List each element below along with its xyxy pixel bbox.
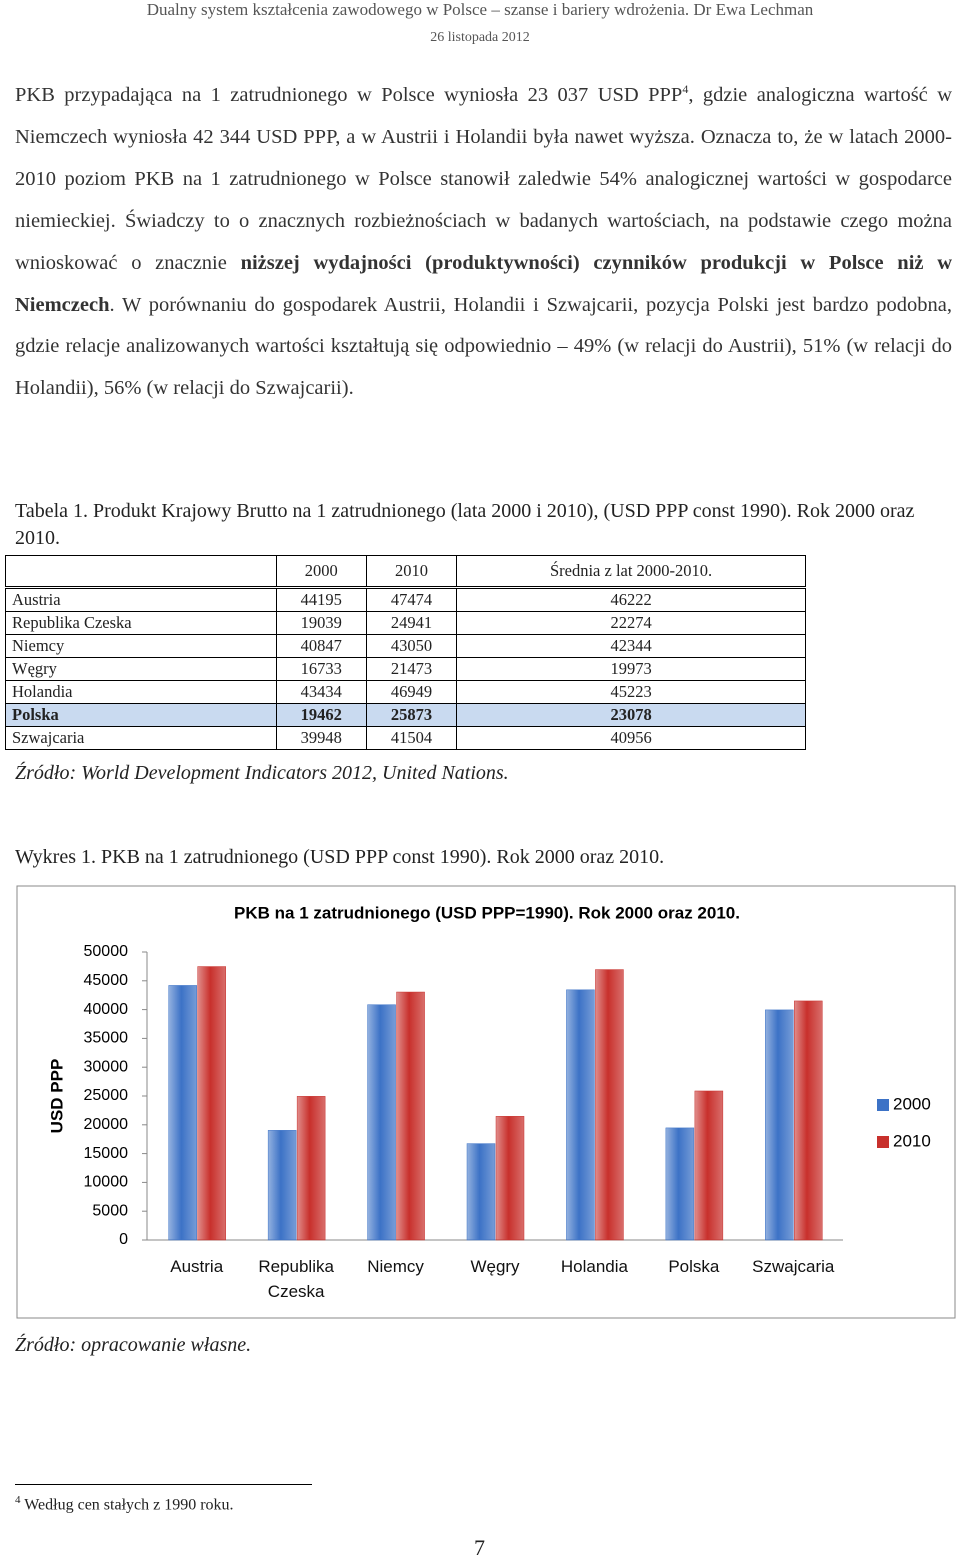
y-tick-label: 40000 bbox=[84, 1001, 129, 1018]
bar bbox=[267, 1130, 297, 1241]
table-header-cell: 2010 bbox=[365, 555, 458, 589]
y-tick-label: 15000 bbox=[84, 1145, 129, 1162]
legend-label: 2010 bbox=[893, 1131, 931, 1150]
x-tick-label: Szwajcaria bbox=[752, 1257, 835, 1276]
figure-source: Źródło: opracowanie własne. bbox=[15, 1334, 252, 1356]
bar bbox=[466, 1143, 496, 1241]
bar bbox=[595, 969, 624, 1241]
bar bbox=[794, 1000, 823, 1241]
table-cell: 24941 bbox=[365, 611, 458, 635]
y-tick-label: 20000 bbox=[84, 1116, 129, 1133]
table-cell: 40847 bbox=[275, 634, 367, 658]
text-run: . W porównaniu do gospodarek Austrii, Ho… bbox=[15, 293, 952, 400]
row-label: Szwajcaria bbox=[5, 726, 277, 750]
paragraph: PKB przypadająca na 1 zatrudnionego w Po… bbox=[15, 75, 952, 410]
table-row: Holandia 43434 46949 45223 bbox=[5, 680, 806, 704]
table-header-cell bbox=[5, 555, 277, 589]
text-run: niższej wydajności (produktywności) czyn… bbox=[15, 251, 953, 316]
bar bbox=[396, 991, 425, 1241]
footnote: 4 Według cen stałych z 1990 roku. bbox=[15, 1494, 234, 1514]
legend-swatch bbox=[877, 1099, 889, 1111]
footnote-text: Według cen stałych z 1990 roku. bbox=[24, 1496, 234, 1514]
bar bbox=[367, 1004, 396, 1241]
y-tick-label: 10000 bbox=[84, 1174, 129, 1191]
row-label: Węgry bbox=[5, 657, 277, 681]
bar bbox=[665, 1127, 695, 1241]
y-tick-label: 35000 bbox=[84, 1030, 129, 1047]
x-tick-label: Niemcy bbox=[367, 1257, 424, 1276]
chart-title: PKB na 1 zatrudnionego (USD PPP=1990). R… bbox=[234, 903, 740, 922]
x-tick-label: Austria bbox=[170, 1257, 224, 1276]
row-label: Austria bbox=[5, 587, 277, 612]
legend-label: 2000 bbox=[893, 1094, 931, 1113]
bar bbox=[296, 1096, 326, 1241]
table-cell: 46222 bbox=[456, 587, 806, 612]
legend-swatch bbox=[877, 1136, 889, 1148]
table-cell: 46949 bbox=[365, 680, 458, 704]
footnote-rule bbox=[15, 1484, 312, 1485]
table-row: Niemcy 40847 43050 42344 bbox=[5, 634, 806, 658]
table-header-cell: 2000 bbox=[275, 555, 367, 589]
bar bbox=[694, 1090, 724, 1241]
bar bbox=[566, 989, 595, 1241]
row-label: Polska bbox=[5, 703, 277, 727]
y-axis-label: USD PPP bbox=[47, 1059, 66, 1134]
y-tick-label: 30000 bbox=[84, 1058, 129, 1075]
text-run: PKB przypadająca na 1 zatrudnionego w Po… bbox=[15, 84, 683, 106]
bar bbox=[495, 1116, 525, 1241]
chart: PKB na 1 zatrudnionego (USD PPP=1990). R… bbox=[16, 885, 956, 1319]
x-tick-label: Polska bbox=[668, 1257, 720, 1276]
y-tick-label: 45000 bbox=[84, 972, 129, 989]
table-cell: 23078 bbox=[456, 703, 806, 727]
row-label: Holandia bbox=[5, 680, 277, 704]
y-tick-label: 50000 bbox=[84, 943, 129, 960]
header-title: Dualny system kształcenia zawodowego w P… bbox=[146, 0, 814, 19]
page-number: 7 bbox=[474, 1535, 485, 1559]
y-tick-label: 0 bbox=[119, 1231, 128, 1248]
x-tick-label: Holandia bbox=[560, 1257, 628, 1276]
table-row: Szwajcaria 39948 41504 40956 bbox=[5, 726, 806, 750]
footnote-mark: 4 bbox=[15, 1494, 21, 1506]
bar bbox=[168, 985, 197, 1241]
figure-caption: Wykres 1. PKB na 1 zatrudnionego (USD PP… bbox=[15, 846, 665, 868]
bar bbox=[765, 1009, 794, 1241]
bar bbox=[197, 966, 226, 1241]
y-tick-label: 5000 bbox=[92, 1202, 128, 1219]
table-cell: 43434 bbox=[275, 680, 367, 704]
table-header-cell: Średnia z lat 2000-2010. bbox=[456, 555, 806, 589]
table-source: Źródło: World Development Indicators 201… bbox=[15, 762, 509, 784]
y-tick-label: 25000 bbox=[84, 1087, 129, 1104]
x-tick-label: Węgry bbox=[470, 1257, 520, 1276]
table-cell: 25873 bbox=[365, 703, 458, 727]
table-row: Austria 44195 47474 46222 bbox=[5, 587, 806, 612]
x-tick-label: Republika Czeska bbox=[258, 1257, 334, 1301]
table-cell: 41504 bbox=[365, 726, 458, 750]
table-cell: 19039 bbox=[275, 611, 367, 635]
header-date: 26 listopada 2012 bbox=[430, 30, 530, 45]
table-header-row: 2000 2010 Średnia z lat 2000-2010. bbox=[5, 555, 806, 589]
row-label: Niemcy bbox=[5, 634, 277, 658]
table-cell: 39948 bbox=[275, 726, 367, 750]
table-row: Republika Czeska 19039 24941 22274 bbox=[5, 611, 806, 635]
table: 2000 2010 Średnia z lat 2000-2010. Austria 4… bbox=[5, 555, 806, 750]
text-run: , gdzie analogiczna wartość w Niemczech … bbox=[15, 84, 953, 274]
table-cell: 40956 bbox=[456, 726, 806, 750]
table-caption: Tabela 1. Produkt Krajowy Brutto na 1 za… bbox=[15, 500, 915, 549]
table-cell: 44195 bbox=[275, 587, 367, 612]
footnote-ref: 4 bbox=[682, 82, 689, 97]
